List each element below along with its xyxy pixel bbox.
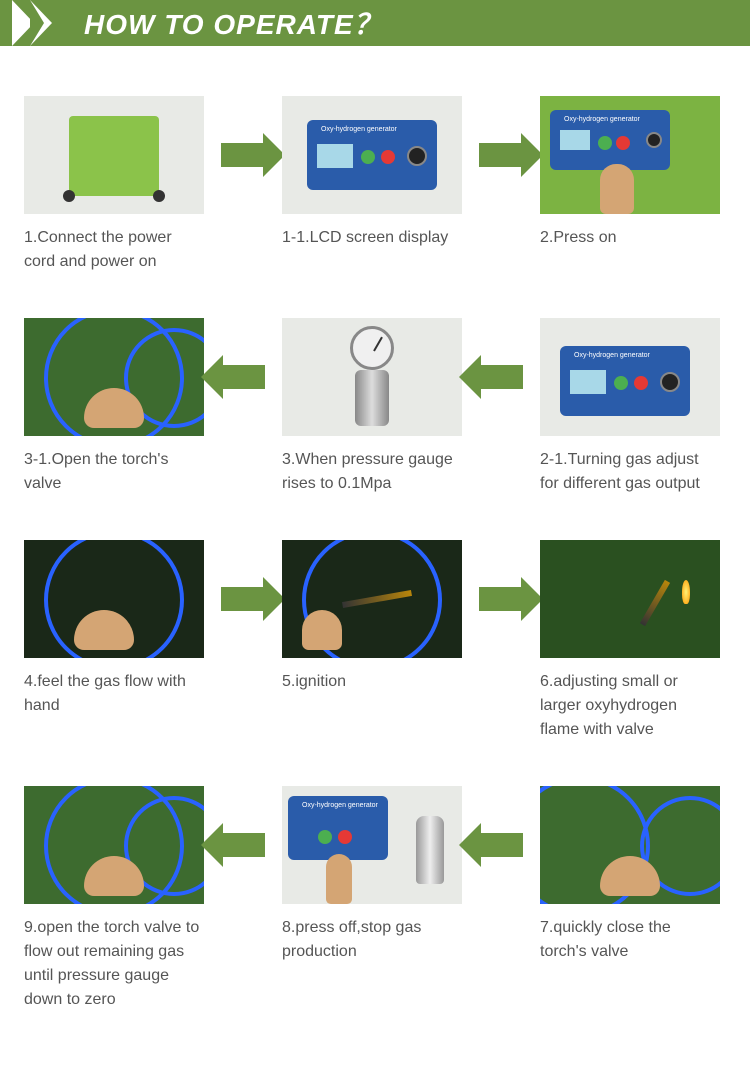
steps-grid: 1.Connect the power cord and power on Oxy…: [0, 46, 750, 1076]
arrow-left-icon: [462, 786, 540, 904]
arrow-right-icon: [462, 96, 540, 214]
step-row: 1.Connect the power cord and power on Oxy…: [24, 96, 726, 274]
step: 9.open the torch valve to flow out remai…: [24, 786, 204, 1012]
step-caption: 1.Connect the power cord and power on: [24, 226, 204, 274]
arrow-right-icon: [204, 96, 282, 214]
step: 3.When pressure gauge rises to 0.1Mpa: [282, 318, 462, 496]
step-caption: 1-1.LCD screen display: [282, 226, 462, 250]
step: Oxy-hydrogen generator2-1.Turning gas ad…: [540, 318, 720, 496]
step-caption: 2.Press on: [540, 226, 720, 250]
arrow-left-icon: [204, 786, 282, 904]
step-caption: 4.feel the gas flow with hand: [24, 670, 204, 718]
step: Oxy-hydrogen generator1-1.LCD screen dis…: [282, 96, 462, 250]
step-row: 4.feel the gas flow with hand 5.ignition 6…: [24, 540, 726, 742]
step: 7.quickly close the torch's valve: [540, 786, 720, 964]
step-caption: 9.open the torch valve to flow out remai…: [24, 916, 204, 1012]
step: 5.ignition: [282, 540, 462, 694]
arrow-left-icon: [462, 318, 540, 436]
header-title: HOW TO OPERATE？: [84, 3, 383, 43]
arrow-left-icon: [204, 318, 282, 436]
step-row: 3-1.Open the torch's valve 3.When pressur…: [24, 318, 726, 496]
step: Oxy-hydrogen generator2.Press on: [540, 96, 720, 250]
step-caption: 7.quickly close the torch's valve: [540, 916, 720, 964]
step-caption: 3.When pressure gauge rises to 0.1Mpa: [282, 448, 462, 496]
step: 3-1.Open the torch's valve: [24, 318, 204, 496]
arrow-right-icon: [462, 540, 540, 658]
step-caption: 8.press off,stop gas production: [282, 916, 462, 964]
step: 1.Connect the power cord and power on: [24, 96, 204, 274]
header-bar: HOW TO OPERATE？: [0, 0, 750, 46]
step: 4.feel the gas flow with hand: [24, 540, 204, 718]
chevron-icons: [12, 0, 48, 46]
step-caption: 5.ignition: [282, 670, 462, 694]
chevron-icon: [30, 0, 52, 46]
step-caption: 6.adjusting small or larger oxyhydrogen …: [540, 670, 720, 742]
step-caption: 3-1.Open the torch's valve: [24, 448, 204, 496]
arrow-right-icon: [204, 540, 282, 658]
step-row: 9.open the torch valve to flow out remai…: [24, 786, 726, 1012]
step: Oxy-hydrogen generator8.press off,stop g…: [282, 786, 462, 964]
step: 6.adjusting small or larger oxyhydrogen …: [540, 540, 720, 742]
step-caption: 2-1.Turning gas adjust for different gas…: [540, 448, 720, 496]
